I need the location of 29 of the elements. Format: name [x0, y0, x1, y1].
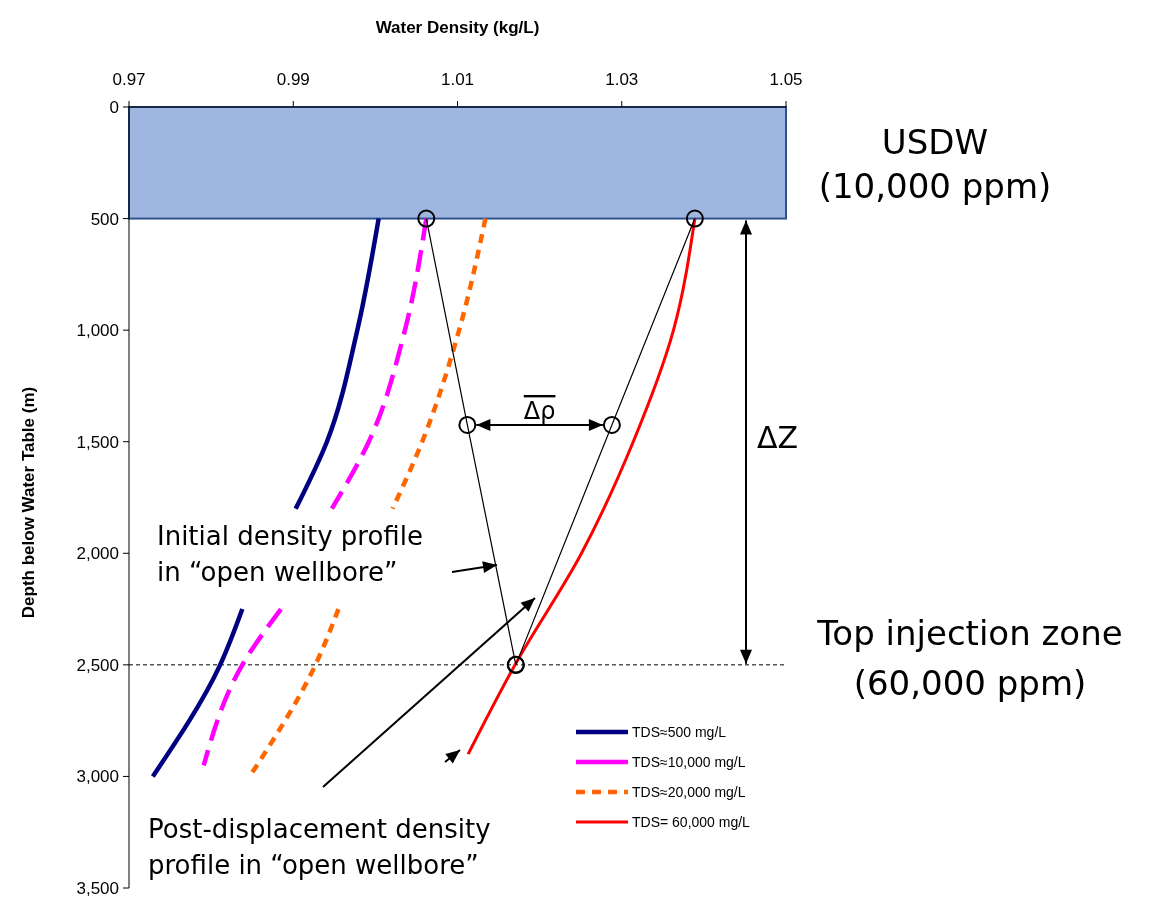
y-tick-label: 500: [90, 209, 119, 229]
y-tick-label: 0: [109, 97, 119, 117]
point: [602, 415, 621, 434]
y-tick-label: 1,500: [76, 432, 119, 452]
annotation: Δρ: [523, 396, 556, 425]
x-tick-label: 1.05: [769, 70, 803, 89]
legend-label: TDS≈20,000 mg/L: [632, 783, 746, 800]
annotation: Post-displacement density profile in “open wellbore”: [148, 814, 491, 880]
legend-label: TDS= 60,000 mg/L: [632, 813, 751, 830]
y-tick-label: 2,500: [76, 655, 119, 675]
y-tick-label: 3,500: [76, 878, 119, 898]
annotation: ΔZ: [757, 420, 799, 456]
ref-line-label: Top injection zone (60,000 ppm): [816, 612, 1123, 703]
x-tick-label: 0.99: [276, 70, 310, 89]
legend-label: TDS≈10,000 mg/L: [632, 753, 746, 770]
x-tick-label: 1.01: [440, 70, 475, 89]
y-tick-label: 3,000: [76, 767, 119, 787]
y-tick-label: 2,000: [76, 544, 119, 564]
y-tick-label: 1,000: [76, 321, 119, 341]
y-axis-title: Depth below Water Table (m): [19, 386, 38, 619]
point: [417, 209, 436, 228]
x-axis-title: Water Density (kg/L): [375, 18, 540, 37]
x-tick-label: 1.03: [605, 70, 639, 89]
point: [685, 209, 704, 228]
point: [458, 415, 477, 434]
band-label: USDW (10,000 ppm): [818, 121, 1052, 206]
x-tick-label: 0.97: [112, 70, 146, 89]
annotation: Initial density profile in “open wellbore”: [157, 521, 423, 587]
legend-label: TDS≈500 mg/L: [632, 723, 727, 740]
